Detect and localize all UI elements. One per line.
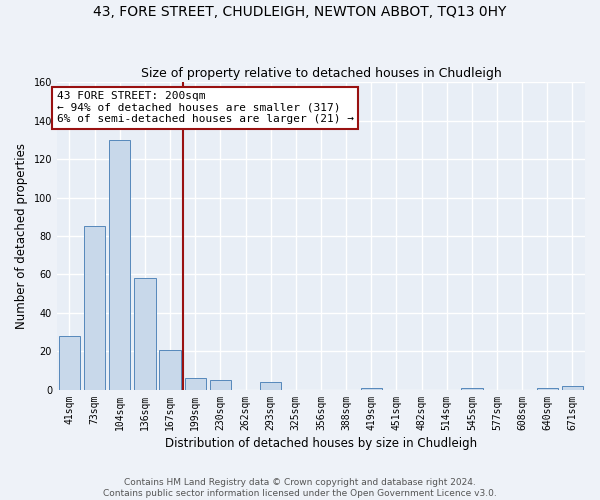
Bar [134,278,155,390]
Bar [209,380,231,390]
Bar [536,388,558,390]
Bar [361,388,382,390]
Bar [562,386,583,390]
Text: 43, FORE STREET, CHUDLEIGH, NEWTON ABBOT, TQ13 0HY: 43, FORE STREET, CHUDLEIGH, NEWTON ABBOT… [94,5,506,19]
Bar [109,140,130,390]
Title: Size of property relative to detached houses in Chudleigh: Size of property relative to detached ho… [140,66,502,80]
X-axis label: Distribution of detached houses by size in Chudleigh: Distribution of detached houses by size … [165,437,477,450]
Bar [185,378,206,390]
Bar [160,350,181,390]
Bar [260,382,281,390]
Bar [461,388,482,390]
Text: 43 FORE STREET: 200sqm
← 94% of detached houses are smaller (317)
6% of semi-det: 43 FORE STREET: 200sqm ← 94% of detached… [57,92,354,124]
Text: Contains HM Land Registry data © Crown copyright and database right 2024.
Contai: Contains HM Land Registry data © Crown c… [103,478,497,498]
Y-axis label: Number of detached properties: Number of detached properties [15,143,28,329]
Bar [59,336,80,390]
Bar [84,226,106,390]
